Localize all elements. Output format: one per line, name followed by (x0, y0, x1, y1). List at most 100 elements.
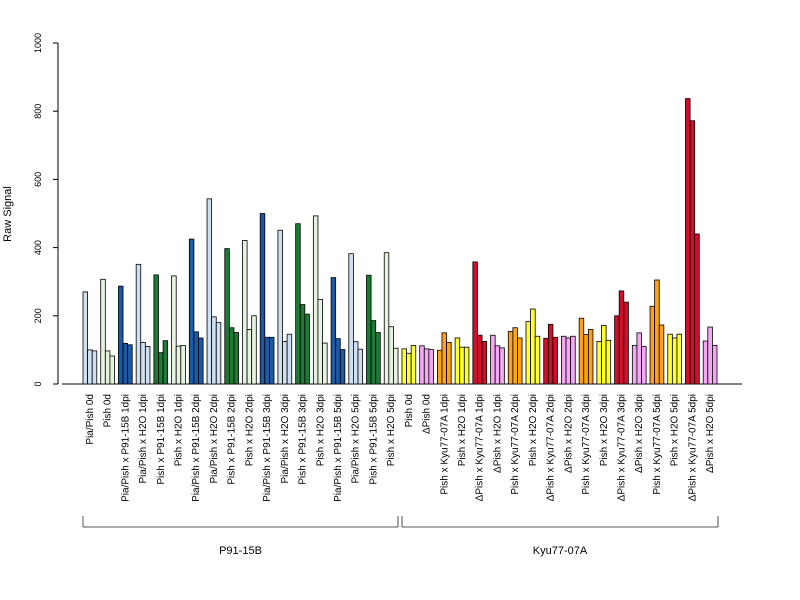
bar (530, 308, 536, 385)
x-tick-label: Pia/Pish x P91-15B 5dpi (333, 394, 344, 502)
bar (472, 261, 478, 385)
bar (712, 345, 718, 385)
bar (188, 238, 195, 385)
x-tick-label: ΔPish x H2O 1dpi (492, 394, 503, 473)
bar (534, 335, 541, 385)
bar (352, 341, 359, 385)
bar (282, 340, 288, 385)
bar (494, 345, 501, 385)
x-tick-label: Pia/Pish x P91-15B 2dpi (191, 394, 202, 502)
bar (206, 198, 213, 385)
x-tick-label: Pish x Kyu77-07A 5dpi (652, 394, 663, 495)
bar (246, 329, 253, 385)
x-tick-label: ΔPish 0d (422, 394, 433, 434)
y-tick-label: 800 (33, 104, 43, 119)
x-tick-label: Pish x H2O 3dpi (599, 394, 610, 466)
bar (543, 337, 549, 385)
bar (463, 346, 470, 385)
group-brackets: P91-15B Kyu77-07A (82, 516, 719, 557)
bar (570, 335, 576, 385)
bar (454, 337, 461, 385)
bar (423, 348, 430, 385)
bar (561, 335, 567, 385)
x-tick-label: Pish x H2O 3dpi (315, 394, 326, 466)
bar (428, 349, 434, 385)
bar (441, 332, 447, 385)
bar (286, 333, 293, 385)
bar (446, 341, 452, 385)
bar (224, 248, 230, 385)
bar (702, 340, 709, 385)
y-axis-label: Raw Signal (2, 186, 14, 242)
bar (388, 326, 394, 385)
bar (401, 348, 407, 385)
x-tick-label: Pish x Kyu77-07A 3dpi (581, 394, 592, 495)
bar (180, 345, 186, 385)
bar (171, 275, 177, 385)
bar (596, 340, 602, 385)
x-tick-label: Pia/Pish x H2O 3dpi (280, 394, 291, 484)
x-tick-label: Pish x H2O 5dpi (386, 394, 397, 466)
x-tick-label: Pish x P91-15B 1dpi (156, 394, 167, 485)
bar (512, 327, 518, 385)
bar (477, 334, 483, 385)
bar (312, 215, 319, 385)
x-tick-label: ΔPish x Kyu77-07A 5dpi (687, 394, 698, 501)
bar (636, 332, 642, 385)
bar (436, 349, 443, 385)
bar (335, 338, 341, 385)
bar (109, 355, 115, 385)
bar (671, 337, 678, 385)
bar (459, 346, 465, 385)
bar (366, 274, 372, 385)
bar (304, 313, 310, 385)
bar (694, 233, 700, 385)
bar (507, 331, 514, 385)
bar (162, 340, 169, 385)
bar (135, 263, 142, 385)
bar (348, 253, 354, 385)
bar (198, 337, 204, 385)
bar (122, 343, 129, 385)
bar (614, 315, 620, 385)
bar (127, 344, 133, 385)
bar (215, 322, 222, 385)
bar (259, 213, 266, 385)
x-tick-label: Pish x H2O 1dpi (174, 394, 185, 466)
bar (649, 305, 656, 385)
bar (631, 345, 638, 385)
bar (419, 345, 425, 385)
x-tick-label: Pish x H2O 1dpi (457, 394, 468, 466)
y-tick-label: 600 (33, 172, 43, 187)
x-tick-label: Pish x P91-15B 2dpi (227, 394, 238, 485)
bar (383, 252, 390, 385)
x-tick-labels: Pia/Pish 0d Pish 0d Pia/Pish x P91-15B 1dp… (85, 394, 716, 502)
bar (87, 349, 93, 385)
x-tick-label: Pish x H2O 2dpi (528, 394, 539, 466)
x-tick-label: Pish 0d (404, 394, 415, 427)
bar (91, 350, 98, 385)
bar (158, 352, 164, 385)
bar (410, 345, 417, 385)
bars (82, 98, 718, 385)
bar (490, 334, 496, 385)
bar (481, 340, 488, 385)
bar (277, 229, 283, 385)
bar (233, 332, 239, 385)
bar (251, 315, 257, 385)
bar (552, 336, 558, 385)
x-tick-label: Pish x P91-15B 5dpi (368, 394, 379, 485)
bar (667, 333, 673, 385)
bar (676, 333, 682, 385)
x-tick-label: ΔPish x H2O 5dpi (705, 394, 716, 473)
bar (578, 317, 585, 385)
bar (100, 278, 106, 385)
x-tick-label: Pia/Pish x P91-15B 3dpi (262, 394, 273, 502)
x-tick-label: Pia/Pish x H2O 2dpi (209, 394, 220, 484)
bar (330, 277, 337, 385)
bar (517, 337, 523, 385)
bar (406, 352, 412, 385)
bar (140, 341, 146, 385)
bar (268, 336, 275, 385)
